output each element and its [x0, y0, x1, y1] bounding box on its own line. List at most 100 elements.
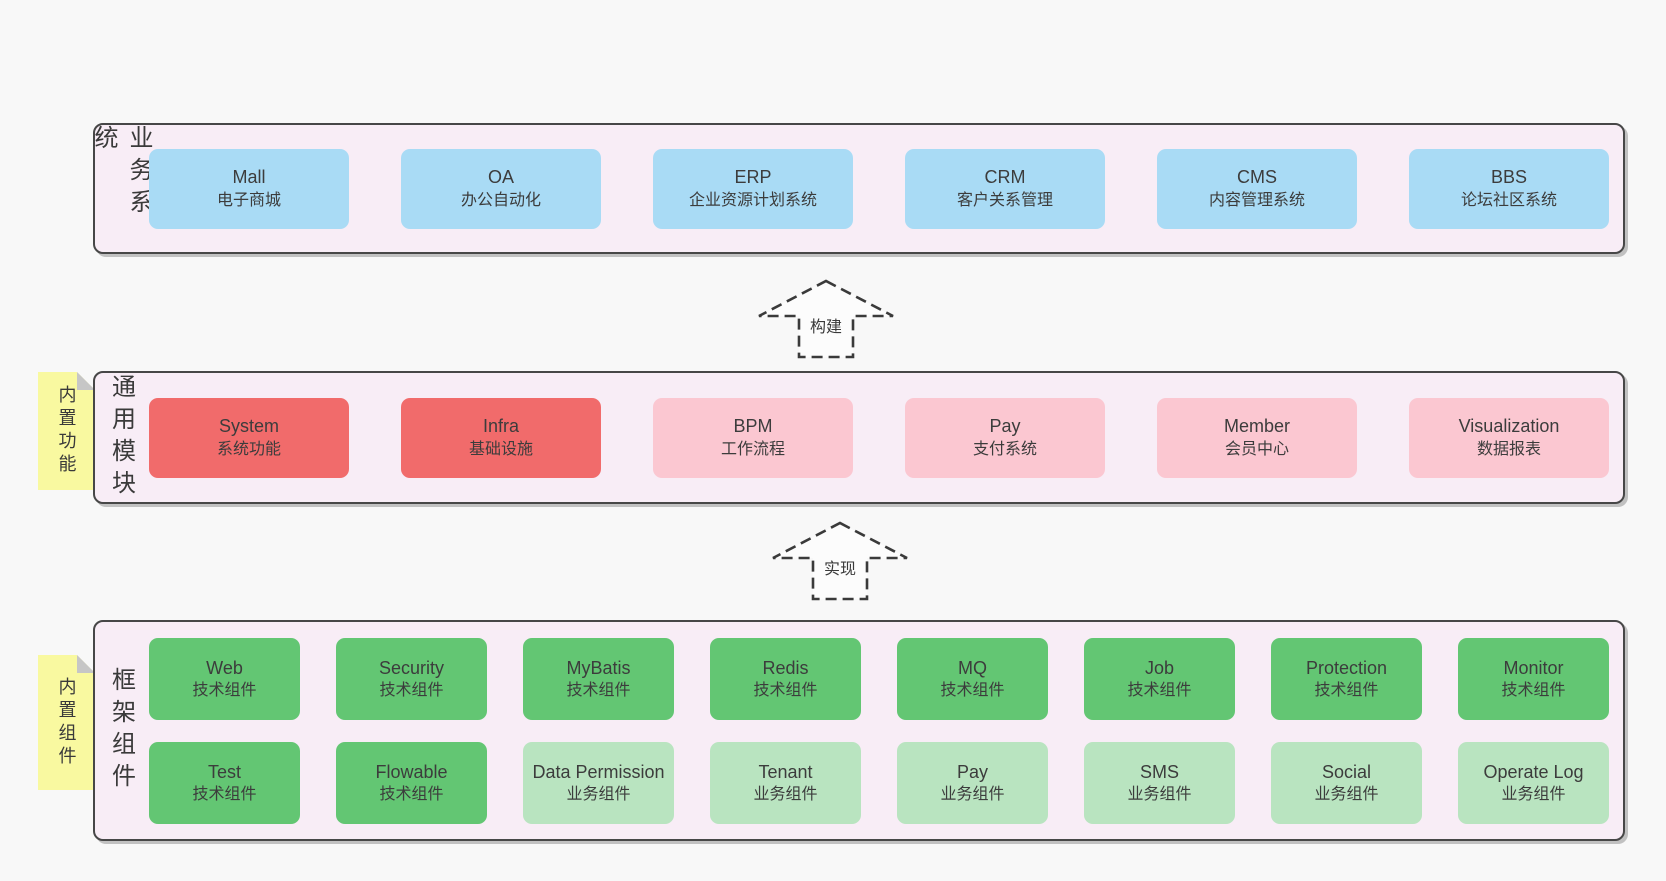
sticky-label-wrap: 内置功能 — [38, 372, 95, 490]
box-security: Security 技术组件 — [336, 638, 487, 720]
box-title: MQ — [958, 657, 987, 678]
box-subtitle: 企业资源计划系统 — [688, 191, 817, 209]
box-web: Web 技术组件 — [149, 638, 300, 720]
box-subtitle: 内容管理系统 — [1208, 191, 1305, 209]
box-title: Flowable — [375, 761, 448, 782]
box-subtitle: 业务组件 — [753, 786, 818, 804]
box-subtitle: 支付系统 — [972, 440, 1037, 458]
box-erp: ERP 企业资源计划系统 — [653, 148, 853, 229]
box-oa: OA 办公自动化 — [401, 148, 601, 229]
box-subtitle: 技术组件 — [379, 786, 444, 804]
box-title: System — [218, 416, 279, 437]
box-subtitle: 业务组件 — [940, 786, 1005, 804]
box-title: Pay — [956, 761, 989, 782]
band-label-wrap: 业务系统 — [90, 125, 152, 252]
band-content: Mall 电子商城 OA 办公自动化 ERP 企业资源计划系统 CRM 客户关系… — [147, 125, 1623, 252]
band-content: System 系统功能 Infra 基础设施 BPM 工作流程 Pay 支付系统… — [147, 373, 1623, 502]
box-pay: Pay 支付系统 — [905, 397, 1105, 478]
box-title: Tenant — [758, 761, 813, 782]
box-title: Visualization — [1458, 416, 1560, 437]
box-title: MyBatis — [566, 657, 631, 678]
box-subtitle: 技术组件 — [566, 682, 631, 700]
band-label: 业务系统 — [90, 125, 152, 221]
box-subtitle: 技术组件 — [192, 786, 257, 804]
box-title: OA — [487, 167, 514, 188]
box-member: Member 会员中心 — [1157, 397, 1357, 478]
box-title: Operate Log — [1483, 761, 1584, 782]
box-title: BBS — [1490, 167, 1528, 188]
box-subtitle: 基础设施 — [468, 440, 533, 458]
box-title: Pay — [989, 416, 1021, 437]
box-subtitle: 业务组件 — [1127, 786, 1192, 804]
box-mq: MQ 技术组件 — [897, 638, 1048, 720]
component-row-2: Test 技术组件 Flowable 技术组件 Data Permission … — [149, 742, 1609, 824]
box-title: Test — [207, 761, 241, 782]
box-title: Data Permission — [532, 761, 665, 782]
box-job: Job 技术组件 — [1084, 638, 1235, 720]
band-label: 框架组件 — [107, 666, 135, 795]
band-label: 通用模块 — [107, 373, 135, 502]
band-label-wrap: 通用模块 — [95, 373, 147, 502]
box-title: Infra — [482, 416, 520, 437]
box-title: Redis — [762, 657, 809, 678]
box-title: Member — [1223, 416, 1290, 437]
sticky-note-builtin-components: 内置组件 — [38, 655, 95, 790]
band-framework-components: 框架组件 Web 技术组件 Security 技术组件 MyBatis 技术组件… — [93, 620, 1625, 841]
sticky-label: 内置功能 — [56, 385, 77, 477]
component-row-1: Web 技术组件 Security 技术组件 MyBatis 技术组件 Redi… — [149, 638, 1609, 720]
band-business-systems: 业务系统 Mall 电子商城 OA 办公自动化 ERP 企业资源计划系统 CRM… — [90, 123, 1625, 254]
box-monitor: Monitor 技术组件 — [1458, 638, 1609, 720]
box-title: Social — [1321, 761, 1372, 782]
box-subtitle: 技术组件 — [1314, 682, 1379, 700]
box-subtitle: 客户关系管理 — [956, 191, 1053, 209]
band-common-modules: 通用模块 System 系统功能 Infra 基础设施 BPM 工作流程 Pay… — [93, 371, 1625, 504]
box-subtitle: 技术组件 — [192, 682, 257, 700]
box-operate-log: Operate Log 业务组件 — [1458, 742, 1609, 824]
box-subtitle: 电子商城 — [216, 191, 281, 209]
box-title: BPM — [733, 416, 773, 437]
box-subtitle: 技术组件 — [753, 682, 818, 700]
box-visualization: Visualization 数据报表 — [1409, 397, 1609, 478]
box-subtitle: 论坛社区系统 — [1460, 191, 1557, 209]
box-subtitle: 业务组件 — [1501, 786, 1566, 804]
box-test: Test 技术组件 — [149, 742, 300, 824]
sticky-paper — [38, 372, 95, 490]
box-protection: Protection 技术组件 — [1271, 638, 1422, 720]
box-bpm: BPM 工作流程 — [653, 397, 853, 478]
box-sms: SMS 业务组件 — [1084, 742, 1235, 824]
box-social: Social 业务组件 — [1271, 742, 1422, 824]
box-subtitle: 系统功能 — [216, 440, 281, 458]
arrow-build: 构建 — [756, 278, 896, 360]
box-redis: Redis 技术组件 — [710, 638, 861, 720]
band-label-wrap: 框架组件 — [95, 622, 147, 839]
band-content: Web 技术组件 Security 技术组件 MyBatis 技术组件 Redi… — [147, 622, 1623, 839]
arrow-label: 实现 — [820, 554, 860, 580]
box-subtitle: 工作流程 — [720, 440, 785, 458]
box-subtitle: 技术组件 — [940, 682, 1005, 700]
box-subtitle: 技术组件 — [1501, 682, 1566, 700]
box-mybatis: MyBatis 技术组件 — [523, 638, 674, 720]
box-pay-business: Pay 业务组件 — [897, 742, 1048, 824]
arrow-label: 构建 — [806, 312, 846, 338]
box-title: ERP — [734, 167, 772, 188]
box-subtitle: 会员中心 — [1224, 440, 1289, 458]
sticky-label: 内置组件 — [56, 676, 77, 769]
box-title: Job — [1144, 657, 1175, 678]
box-title: Web — [206, 657, 243, 678]
box-mall: Mall 电子商城 — [149, 148, 349, 229]
box-system: System 系统功能 — [149, 397, 349, 478]
box-flowable: Flowable 技术组件 — [336, 742, 487, 824]
sticky-note-builtin-features: 内置功能 — [38, 372, 95, 490]
box-subtitle: 数据报表 — [1476, 440, 1541, 458]
box-title: CRM — [984, 167, 1026, 188]
box-title: CMS — [1237, 167, 1277, 188]
box-title: Security — [378, 657, 445, 678]
sticky-label-wrap: 内置组件 — [38, 655, 95, 790]
box-title: Monitor — [1503, 657, 1564, 678]
box-subtitle: 业务组件 — [1314, 786, 1379, 804]
box-subtitle: 技术组件 — [1127, 682, 1192, 700]
box-tenant: Tenant 业务组件 — [710, 742, 861, 824]
box-title: SMS — [1139, 761, 1179, 782]
box-subtitle: 办公自动化 — [460, 191, 541, 209]
sticky-paper — [38, 655, 95, 790]
